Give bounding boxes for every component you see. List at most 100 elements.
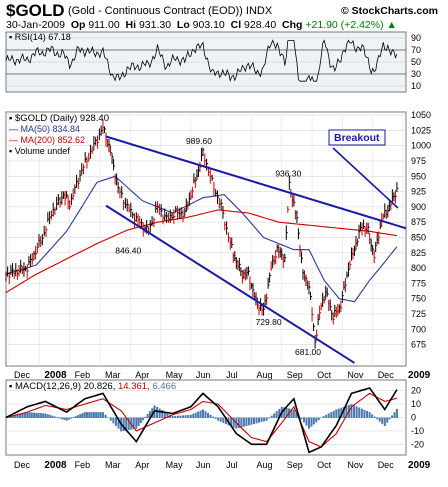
price-tick-label: 950 bbox=[411, 171, 426, 181]
macd-histogram-bar bbox=[383, 417, 386, 427]
macd-histogram-bar bbox=[92, 412, 95, 418]
macd-histogram-bar bbox=[171, 416, 174, 418]
price-x-label: Dec bbox=[378, 370, 395, 380]
exchange-text: INDX bbox=[245, 5, 273, 17]
macd-x-label: Mar bbox=[105, 460, 121, 470]
price-x-label: Jun bbox=[196, 370, 211, 380]
macd-histogram-bar bbox=[161, 410, 164, 418]
macd-histogram-bar bbox=[56, 417, 59, 418]
macd-histogram-bar bbox=[283, 407, 286, 418]
macd-histogram-bar bbox=[79, 414, 82, 418]
macd-histogram-bar bbox=[63, 417, 66, 420]
macd-x-label: Apr bbox=[135, 460, 149, 470]
macd-histogram-bar bbox=[166, 413, 169, 418]
macd-histogram-bar bbox=[335, 409, 338, 418]
macd-histogram-bar bbox=[237, 417, 240, 429]
price-tick-label: 975 bbox=[411, 156, 426, 166]
macd-histogram-bar bbox=[247, 417, 250, 426]
price-x-label: Apr bbox=[135, 370, 149, 380]
macd-histogram-bar bbox=[184, 415, 187, 418]
macd-histogram-bar bbox=[327, 413, 330, 418]
macd-histogram-bar bbox=[250, 417, 253, 425]
macd-histogram-bar bbox=[219, 417, 222, 422]
rsi-tick-label: 90 bbox=[411, 33, 421, 43]
macd-histogram-bar bbox=[322, 416, 325, 418]
macd-histogram-bar bbox=[97, 412, 100, 418]
macd-histogram-bar bbox=[222, 417, 225, 423]
macd-histogram-bar bbox=[300, 417, 303, 420]
price-x-label: Sep bbox=[287, 370, 303, 380]
macd-histogram-bar bbox=[187, 415, 190, 418]
macd-histogram-bar bbox=[212, 416, 215, 418]
macd-histogram-bar bbox=[204, 411, 207, 418]
price-annotation: 729.80 bbox=[256, 317, 282, 327]
macd-histogram-bar bbox=[353, 405, 356, 418]
macd-histogram-bar bbox=[53, 416, 56, 418]
price-tick-label: 800 bbox=[411, 263, 426, 273]
macd-histogram-bar bbox=[30, 412, 33, 418]
price-x-label: Aug bbox=[256, 370, 272, 380]
macd-histogram-bar bbox=[95, 412, 98, 418]
macd-histogram-bar bbox=[90, 412, 93, 418]
macd-tick-label: 20 bbox=[411, 386, 421, 396]
low-label: Lo bbox=[176, 19, 190, 31]
watermark: © StockCharts.com bbox=[340, 5, 438, 17]
macd-histogram-bar bbox=[176, 415, 179, 418]
macd-histogram-bar bbox=[240, 417, 243, 428]
macd-histogram-bar bbox=[355, 406, 358, 418]
volume-legend: ▪ Volume undef bbox=[9, 146, 70, 156]
macd-histogram-bar bbox=[156, 406, 159, 418]
macd-x-label: Aug bbox=[256, 460, 272, 470]
macd-x-label: May bbox=[166, 460, 184, 470]
chart-symbol: $GOLD bbox=[6, 1, 65, 20]
macd-histogram-bar bbox=[67, 417, 70, 420]
macd-histogram-bar bbox=[144, 416, 147, 418]
macd-histogram-bar bbox=[391, 415, 394, 418]
macd-histogram-bar bbox=[242, 417, 245, 427]
macd-histogram-bar bbox=[337, 408, 340, 418]
macd-histogram-bar bbox=[74, 416, 77, 418]
macd-histogram-bar bbox=[83, 412, 86, 418]
macd-x-label: Nov bbox=[347, 460, 364, 470]
macd-histogram-bar bbox=[308, 417, 311, 429]
macd-histogram-bar bbox=[14, 415, 17, 418]
open-label: Op bbox=[70, 19, 86, 31]
price-tick-label: 750 bbox=[411, 294, 426, 304]
macd-histogram-bar bbox=[7, 416, 10, 418]
high-value: 931.30 bbox=[138, 19, 172, 31]
macd-histogram-bar bbox=[386, 417, 389, 423]
macd-histogram-bar bbox=[19, 413, 22, 418]
macd-histogram-bar bbox=[285, 407, 288, 418]
macd-histogram-bar bbox=[194, 412, 197, 418]
macd-histogram-bar bbox=[302, 417, 305, 423]
price-x-label: Oct bbox=[317, 370, 332, 380]
macd-histogram-bar bbox=[114, 417, 117, 427]
rsi-line bbox=[5, 39, 398, 82]
macd-histogram-bar bbox=[395, 408, 398, 418]
macd-x-label: 2009 bbox=[408, 460, 431, 471]
macd-histogram-bar bbox=[201, 409, 204, 418]
macd-histogram-bar bbox=[12, 415, 15, 418]
macd-histogram-bar bbox=[317, 417, 320, 421]
price-x-label: May bbox=[166, 370, 184, 380]
macd-histogram-bar bbox=[72, 417, 75, 418]
price-tick-label: 825 bbox=[411, 248, 426, 258]
macd-histogram-bar bbox=[310, 417, 313, 427]
macd-histogram-bar bbox=[305, 417, 308, 426]
macd-histogram-bar bbox=[192, 413, 195, 418]
macd-histogram-bar bbox=[35, 412, 38, 418]
macd-histogram-bar bbox=[230, 417, 233, 427]
macd-histogram-bar bbox=[37, 412, 40, 418]
ma200-legend: — MA(200) 852.62 bbox=[9, 135, 85, 145]
macd-histogram-bar bbox=[270, 415, 273, 418]
macd-histogram-bar bbox=[373, 416, 376, 418]
macd-x-label: 2008 bbox=[44, 460, 67, 471]
price-x-label: Jul bbox=[226, 370, 238, 380]
macd-histogram-bar bbox=[33, 412, 36, 418]
macd-x-label: Jul bbox=[226, 460, 238, 470]
macd-histogram-bar bbox=[146, 413, 149, 418]
price-tick-label: 850 bbox=[411, 232, 426, 242]
macd-x-label: Feb bbox=[75, 460, 91, 470]
macd-histogram-bar bbox=[363, 409, 366, 418]
